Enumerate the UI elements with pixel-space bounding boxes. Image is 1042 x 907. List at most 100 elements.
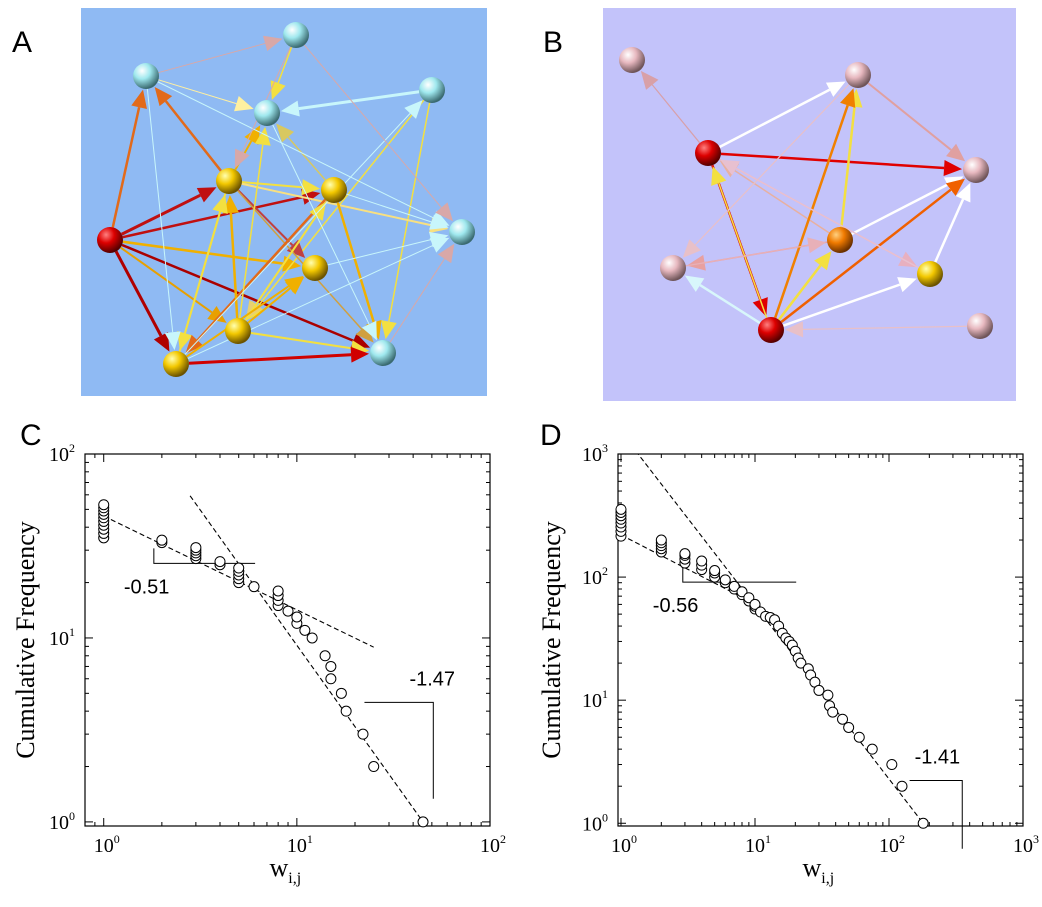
network-a-edge xyxy=(287,136,327,181)
data-point xyxy=(679,548,691,560)
data-point xyxy=(696,555,708,567)
data-point xyxy=(319,650,331,662)
slope-marker xyxy=(153,548,256,564)
network-a-arrowhead xyxy=(234,148,250,169)
data-point xyxy=(822,689,834,701)
network-a-arrowhead xyxy=(301,179,321,196)
network-a-edge xyxy=(120,246,213,314)
network-a-arrowhead xyxy=(355,323,374,343)
network-a-arrowhead xyxy=(437,243,455,264)
data-point xyxy=(813,684,825,696)
network-b-edge xyxy=(774,104,849,319)
data-point xyxy=(233,562,245,574)
network-a-arrowhead xyxy=(361,320,377,341)
data-point xyxy=(272,585,284,597)
data-point xyxy=(214,556,226,568)
network-a-arrowhead xyxy=(286,239,306,259)
y-tick-label: 103 xyxy=(582,441,608,466)
chart-c: 100 101 102 100 101 102 wi,j Cumulative Frequen… xyxy=(11,441,506,887)
data-point xyxy=(827,706,839,718)
network-b-node xyxy=(619,47,645,73)
network-a-arrowhead xyxy=(309,201,327,221)
data-point xyxy=(335,687,347,699)
network-b-arrowhead xyxy=(898,251,918,268)
data-point xyxy=(156,534,168,546)
fit-line xyxy=(103,515,374,648)
network-b-edge xyxy=(718,182,768,319)
network-a-arrowhead xyxy=(404,100,423,119)
network-a-edge xyxy=(196,198,327,342)
network-a-arrowhead xyxy=(263,35,283,52)
network-b-node xyxy=(967,313,993,339)
network-a-edge xyxy=(114,250,163,337)
fit-line xyxy=(637,454,927,826)
network-b-node xyxy=(695,140,721,166)
network-a-edge xyxy=(250,331,352,350)
network-b-arrowhead xyxy=(640,70,659,90)
network-a-edge xyxy=(388,102,431,322)
network-a-arrowhead xyxy=(196,187,217,203)
network-b-edge xyxy=(651,84,701,144)
data-point xyxy=(728,580,740,592)
x-tick-label: 102 xyxy=(879,832,905,857)
network-a-edge xyxy=(272,124,370,325)
x-tick-label: 103 xyxy=(1013,832,1039,857)
network-a-edge xyxy=(111,106,141,228)
network-a-edge xyxy=(277,46,293,84)
network-a-arrowhead xyxy=(435,202,453,222)
data-point xyxy=(98,499,110,511)
slope-marker xyxy=(682,567,797,583)
network-b-arrowhead xyxy=(814,251,832,271)
network-b-edge xyxy=(802,325,968,330)
data-point xyxy=(248,581,260,593)
data-point xyxy=(417,816,429,828)
y-tick-label: 101 xyxy=(582,687,608,712)
network-a-edge xyxy=(188,353,352,365)
network-a-node xyxy=(419,77,445,103)
network-a-node xyxy=(283,22,309,48)
network-a-arrowhead xyxy=(380,320,397,340)
data-point xyxy=(368,761,380,773)
network-b-edge xyxy=(780,188,952,323)
network-b-edge xyxy=(840,106,856,228)
network-b-edge xyxy=(694,83,850,246)
network-a-edge xyxy=(244,215,317,321)
network-a-node xyxy=(163,351,189,377)
network-a-arrowhead xyxy=(164,331,181,351)
network-a-arrowhead xyxy=(270,80,286,100)
data-point xyxy=(299,624,311,636)
network-a-arrowhead xyxy=(154,86,173,107)
data-point xyxy=(615,503,627,515)
network-b-arrowhead xyxy=(784,321,804,338)
chart-d-xlabel: wi,j xyxy=(803,853,835,887)
x-tick-label: 102 xyxy=(480,832,506,857)
network-a-edge xyxy=(327,239,432,266)
network-a-edge xyxy=(238,144,264,319)
network-b-edge xyxy=(734,169,830,234)
network-b-arrowhead xyxy=(943,159,963,176)
network-a-edge xyxy=(346,193,432,223)
x-tick-label: 101 xyxy=(745,832,771,857)
network-a-node xyxy=(133,63,159,89)
network-a-edge xyxy=(184,113,411,355)
network-b-arrowhead xyxy=(684,275,705,292)
fit-line xyxy=(189,495,424,823)
network-b-node xyxy=(963,157,989,183)
data-point xyxy=(325,673,337,685)
data-point xyxy=(743,592,755,604)
data-point xyxy=(719,574,731,586)
network-a-edge xyxy=(389,258,445,343)
network-a-edge xyxy=(336,202,375,323)
data-point xyxy=(340,705,352,717)
network-a-arrowhead xyxy=(207,305,227,323)
network-a-edge xyxy=(164,100,222,172)
network-b-arrowhead xyxy=(897,277,917,293)
network-a-arrowhead xyxy=(284,275,304,293)
network-b-arrowhead xyxy=(825,81,846,97)
slope-label: -0.56 xyxy=(653,595,699,617)
y-tick-label: 102 xyxy=(49,441,75,466)
network-a-edge xyxy=(157,81,434,219)
network-b xyxy=(619,47,993,343)
network-a-arrowhead xyxy=(131,89,147,109)
